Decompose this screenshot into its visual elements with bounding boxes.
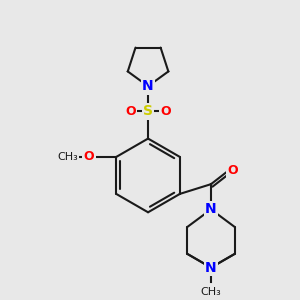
Text: CH₃: CH₃ [57,152,78,162]
Text: O: O [227,164,238,177]
Text: N: N [142,79,154,93]
Text: N: N [205,261,217,274]
Text: CH₃: CH₃ [201,287,221,297]
Text: O: O [125,105,136,118]
Text: O: O [160,105,171,118]
Text: O: O [84,151,94,164]
Text: S: S [143,104,153,118]
Text: N: N [205,202,217,216]
